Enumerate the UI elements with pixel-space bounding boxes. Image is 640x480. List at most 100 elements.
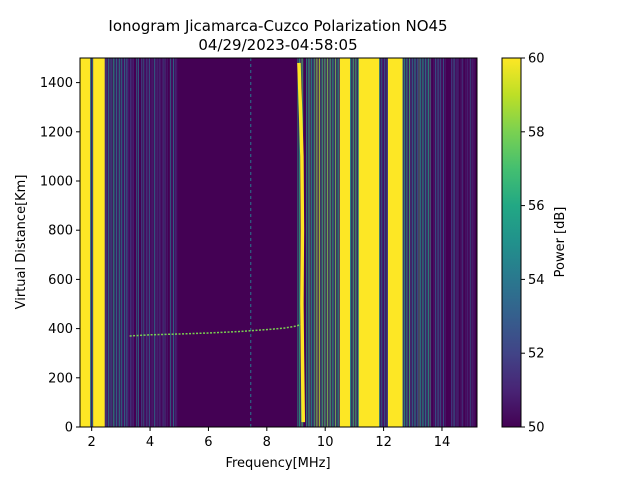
band-stripe <box>322 58 324 427</box>
band-stripe <box>155 58 157 427</box>
band-stripe <box>338 58 340 427</box>
band-stripe <box>309 58 311 427</box>
x-tick-label: 6 <box>204 435 212 450</box>
band-stripe <box>173 58 175 427</box>
band-stripe <box>330 58 332 427</box>
y-tick-label: 1000 <box>40 175 73 190</box>
band-stripe <box>149 58 151 427</box>
band-stripe <box>319 58 320 427</box>
interference-band <box>126 58 178 427</box>
band-stripe <box>136 58 138 427</box>
band-stripe <box>460 58 462 427</box>
band-stripe <box>444 58 446 427</box>
y-tick-label: 200 <box>48 371 73 386</box>
band-stripe <box>150 58 152 427</box>
band-stripe <box>174 58 176 427</box>
band-stripe <box>452 58 454 427</box>
band-stripe <box>468 58 470 427</box>
y-tick-label: 400 <box>48 322 73 337</box>
band-stripe <box>354 58 356 427</box>
interference-band <box>358 58 380 427</box>
band-stripe <box>307 58 309 427</box>
band-stripe <box>106 58 108 427</box>
x-tick-label: 2 <box>88 435 96 450</box>
colorbar-tick-label: 56 <box>528 199 545 214</box>
band-stripe <box>160 58 162 427</box>
interference-band <box>379 58 389 427</box>
colorbar-tick-label: 50 <box>528 421 545 436</box>
band-stripe <box>91 58 93 427</box>
band-stripe <box>467 58 468 427</box>
colorbar-gradient <box>501 57 522 428</box>
band-stripe <box>128 58 130 427</box>
band-stripe <box>457 58 459 427</box>
band-stripe <box>109 58 111 427</box>
band-stripe <box>415 58 417 427</box>
band-stripe <box>436 58 438 427</box>
interference-band <box>80 58 91 427</box>
band-stripe <box>142 58 144 427</box>
y-tick-label: 600 <box>48 273 73 288</box>
x-tick-label: 10 <box>317 435 334 450</box>
band-stripe <box>380 58 382 427</box>
chart-title-line1: Ionogram Jicamarca-Cuzco Polarization NO… <box>108 17 447 35</box>
interference-band <box>104 58 127 427</box>
band-stripe <box>459 58 460 427</box>
band-stripe <box>119 58 121 427</box>
band-stripe <box>129 58 131 427</box>
band-stripe <box>451 58 452 427</box>
band-stripe <box>351 58 353 427</box>
band-stripe <box>429 58 431 427</box>
interference-bands <box>80 58 477 427</box>
band-stripe <box>299 58 300 427</box>
band-stripe <box>439 58 441 427</box>
band-stripe <box>333 58 335 427</box>
colorbar-tick-label: 54 <box>528 273 545 288</box>
band-stripe <box>420 58 422 427</box>
y-tick-label: 800 <box>48 224 73 239</box>
colorbar-tick-label: 60 <box>528 52 545 67</box>
band-stripe <box>327 58 328 427</box>
x-tick-label: 12 <box>375 435 392 450</box>
band-stripe <box>407 58 409 427</box>
colorbar-tick-label: 58 <box>528 125 545 140</box>
band-stripe <box>446 58 448 427</box>
band-stripe <box>306 58 308 427</box>
y-tick-label: 0 <box>65 421 73 436</box>
band-stripe <box>108 58 109 427</box>
band-stripe <box>470 58 472 427</box>
band-stripe <box>169 58 171 427</box>
band-stripe <box>133 58 135 427</box>
band-stripe <box>443 58 444 427</box>
plot-frame <box>79 57 478 428</box>
band-stripe <box>145 58 147 427</box>
band-stripe <box>311 58 312 427</box>
x-tick-label: 4 <box>146 435 154 450</box>
band-stripe <box>314 58 316 427</box>
band-stripe <box>153 58 155 427</box>
band-stripe <box>385 58 387 427</box>
band-stripe <box>139 58 141 427</box>
band-stripe <box>438 58 440 427</box>
colorbar: 50 52 54 56 58 60 Power [dB] <box>501 52 568 436</box>
band-stripe <box>402 58 404 427</box>
interference-band <box>93 58 105 427</box>
band-stripe <box>405 58 407 427</box>
interference-band <box>350 58 359 427</box>
band-stripe <box>350 58 351 427</box>
band-stripe <box>152 58 154 427</box>
interference-band <box>387 58 403 427</box>
band-stripe <box>328 58 330 427</box>
band-stripe <box>471 58 473 427</box>
band-stripe <box>413 58 415 427</box>
band-stripe <box>462 58 464 427</box>
band-stripe <box>171 58 173 427</box>
band-stripe <box>475 58 476 427</box>
colorbar-label: Power [dB] <box>553 207 568 278</box>
chart-title-line2: 04/29/2023-04:58:05 <box>198 36 357 54</box>
band-stripe <box>137 58 139 427</box>
band-stripe <box>157 58 159 427</box>
band-stripe <box>404 58 406 427</box>
band-stripe <box>111 58 113 427</box>
